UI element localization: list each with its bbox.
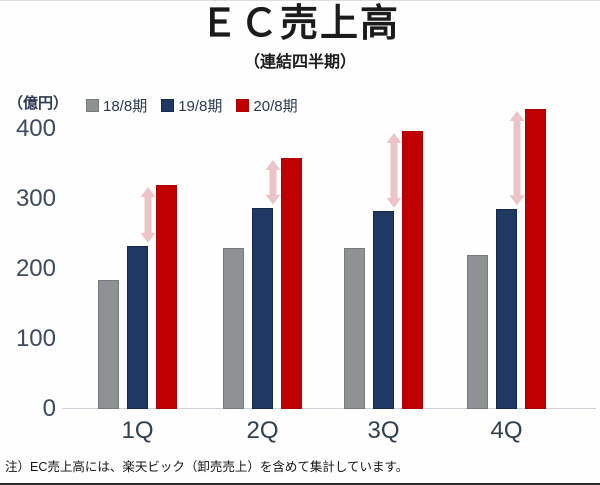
- bar-fy19-1q: [127, 245, 148, 409]
- legend-swatch-fy20: [236, 99, 250, 112]
- legend-label-fy19: 19/8期: [178, 98, 223, 115]
- legend-item-fy20: 20/8期: [236, 95, 298, 116]
- bar-fy18-2q: [223, 248, 244, 409]
- bar-fy18-1q: [98, 279, 119, 409]
- page-title: ＥＣ売上高: [199, 3, 400, 45]
- x-label-4q: 4Q: [490, 417, 523, 444]
- bar-fy18-3q: [344, 248, 365, 409]
- legend-item-fy19: 19/8期: [161, 95, 222, 116]
- yoy-gap-arrow-3q: [386, 133, 402, 208]
- chart-legend: 18/8期 19/8期 20/8期: [86, 95, 298, 116]
- legend-label-fy20: 20/8期: [253, 98, 298, 115]
- x-label-2q: 2Q: [246, 417, 279, 444]
- bar-fy19-4q: [496, 208, 517, 409]
- chart-subtitle: （連結四半期）: [243, 54, 356, 71]
- y-tick-300: 300: [15, 185, 56, 212]
- x-label-3q: 3Q: [367, 417, 400, 444]
- yoy-gap-arrow-4q: [509, 111, 525, 206]
- x-axis-line: [62, 408, 596, 409]
- legend-swatch-fy19: [161, 99, 175, 112]
- footnote-text: 注）EC売上高には、楽天ビック（卸売売上）を含めて集計しています。: [5, 460, 409, 474]
- y-tick-200: 200: [15, 255, 56, 282]
- bar-fy20-1q: [156, 185, 177, 409]
- x-label-1q: 1Q: [121, 417, 154, 444]
- legend-item-fy18: 18/8期: [86, 95, 147, 116]
- yoy-gap-arrow-2q: [265, 160, 281, 206]
- y-tick-400: 400: [15, 115, 56, 142]
- legend-swatch-fy18: [86, 99, 99, 112]
- y-axis-unit-label: （億円）: [8, 95, 69, 112]
- bar-fy18-4q: [467, 255, 488, 409]
- bar-fy19-2q: [252, 208, 273, 409]
- legend-label-fy18: 18/8期: [103, 98, 148, 115]
- bar-fy20-2q: [281, 158, 302, 409]
- bar-fy19-3q: [373, 210, 394, 409]
- y-tick-0: 0: [42, 395, 56, 422]
- bar-fy20-4q: [525, 109, 546, 409]
- bar-fy20-3q: [402, 131, 423, 409]
- yoy-gap-arrow-1q: [140, 187, 156, 243]
- bottom-divider: [0, 483, 600, 485]
- top-divider: [0, 0, 600, 1]
- y-tick-100: 100: [15, 325, 56, 352]
